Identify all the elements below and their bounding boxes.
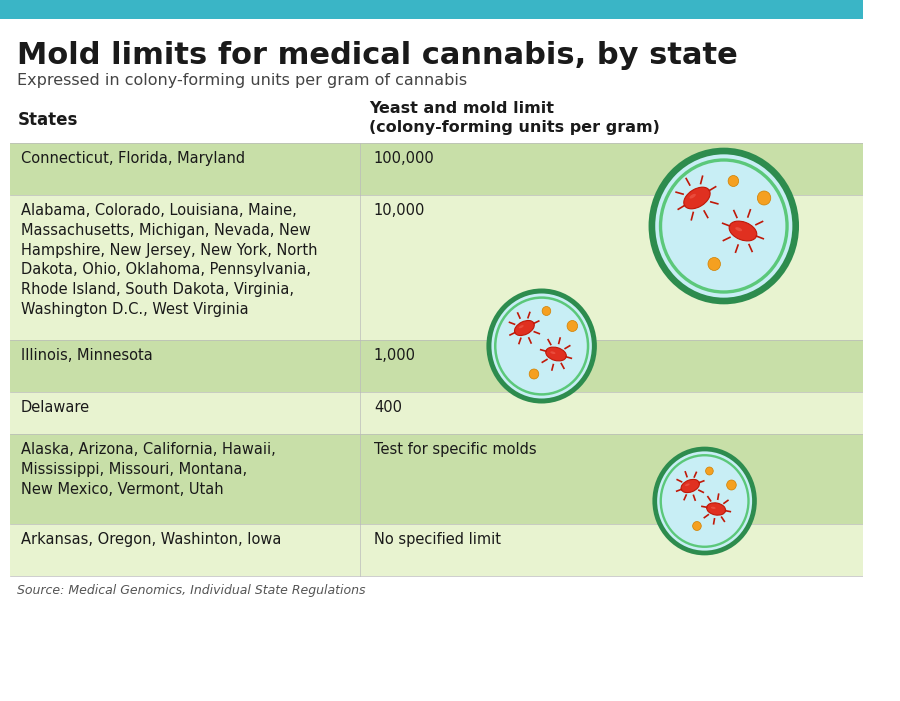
Text: Connecticut, Florida, Maryland: Connecticut, Florida, Maryland [21,151,245,166]
Text: 10,000: 10,000 [374,203,426,218]
Ellipse shape [689,194,696,198]
Ellipse shape [729,221,757,241]
Text: Delaware: Delaware [21,400,90,415]
Text: Illinois, Minnesota: Illinois, Minnesota [21,348,153,363]
Text: Expressed in colony-forming units per gram of cannabis: Expressed in colony-forming units per gr… [17,73,467,88]
Circle shape [708,257,720,271]
Text: 100,000: 100,000 [374,151,435,166]
Circle shape [489,291,594,401]
Ellipse shape [681,479,699,493]
Ellipse shape [711,507,716,509]
Text: 400: 400 [374,400,402,415]
Text: Alabama, Colorado, Louisiana, Maine,
Massachusetts, Michigan, Nevada, New
Hampsh: Alabama, Colorado, Louisiana, Maine, Mas… [21,203,318,317]
Ellipse shape [685,484,689,486]
Circle shape [529,369,539,379]
Text: Mold limits for medical cannabis, by state: Mold limits for medical cannabis, by sta… [17,41,738,70]
FancyBboxPatch shape [10,340,863,392]
Ellipse shape [735,227,742,231]
Ellipse shape [706,503,725,515]
Circle shape [693,522,701,531]
Ellipse shape [518,325,524,328]
Text: Arkansas, Oregon, Washinton, Iowa: Arkansas, Oregon, Washinton, Iowa [21,532,282,547]
Ellipse shape [550,351,555,354]
FancyBboxPatch shape [10,524,863,576]
Text: Test for specific molds: Test for specific molds [374,442,536,457]
Text: Alaska, Arizona, California, Hawaii,
Mississippi, Missouri, Montana,
New Mexico,: Alaska, Arizona, California, Hawaii, Mis… [21,442,275,496]
Circle shape [542,306,551,315]
Ellipse shape [515,320,535,336]
Circle shape [757,191,770,205]
Circle shape [728,175,739,186]
Circle shape [726,480,736,490]
FancyBboxPatch shape [0,0,863,19]
Text: Source: Medical Genomics, Individual State Regulations: Source: Medical Genomics, Individual Sta… [17,584,365,597]
Circle shape [706,467,713,475]
Circle shape [567,320,578,332]
Text: Yeast and mold limit
(colony-forming units per gram): Yeast and mold limit (colony-forming uni… [369,101,660,135]
Circle shape [655,449,754,553]
Ellipse shape [545,347,566,361]
Text: 1,000: 1,000 [374,348,416,363]
Text: No specified limit: No specified limit [374,532,501,547]
Text: States: States [17,111,77,129]
FancyBboxPatch shape [10,195,863,340]
Ellipse shape [684,187,710,209]
FancyBboxPatch shape [10,143,863,195]
Circle shape [652,151,796,301]
FancyBboxPatch shape [10,392,863,434]
FancyBboxPatch shape [10,434,863,524]
